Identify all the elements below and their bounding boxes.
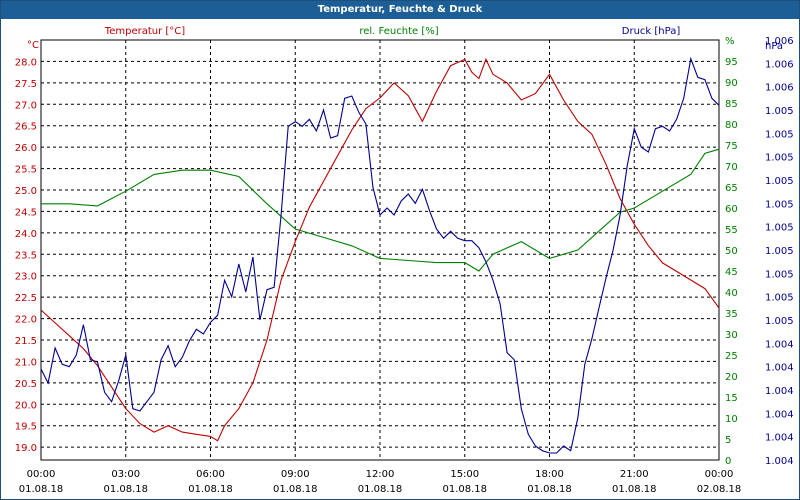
y-tick-humidity: %	[725, 36, 735, 47]
y-tick-pressure: 1.004	[765, 386, 794, 397]
x-tick-date: 01.08.18	[527, 484, 572, 495]
y-tick-humidity: 50	[725, 246, 738, 257]
y-tick-temperature: 23.5	[15, 250, 37, 261]
y-tick-pressure: 1.005	[765, 316, 794, 327]
y-tick-pressure: 1.006	[765, 59, 794, 70]
humidity-line	[41, 148, 720, 272]
y-tick-humidity: 30	[725, 330, 738, 341]
x-tick-date: 01.08.18	[442, 484, 487, 495]
y-tick-humidity: 5	[725, 435, 731, 446]
y-tick-humidity: 95	[725, 57, 738, 68]
y-tick-humidity: 70	[725, 162, 738, 173]
x-tick-time: 18:00	[535, 469, 564, 480]
y-tick-temperature: 26.0	[15, 143, 37, 154]
x-tick-date: 01.08.18	[612, 484, 657, 495]
x-tick-date: 01.08.18	[273, 484, 318, 495]
y-tick-temperature: 27.0	[15, 100, 37, 111]
x-tick-time: 21:00	[620, 469, 649, 480]
x-tick-date: 01.08.18	[358, 484, 403, 495]
y-tick-temperature: 20.0	[15, 400, 37, 411]
x-tick-time: 12:00	[366, 469, 395, 480]
x-tick-date: 02.08.18	[697, 484, 742, 495]
temperature-axis-title: Temperatur [°C]	[104, 26, 185, 37]
y-tick-temperature: 28.0	[15, 57, 37, 68]
y-tick-pressure: 1.006	[765, 83, 794, 94]
x-tick-time: 06:00	[196, 469, 225, 480]
y-tick-pressure: 1.005	[765, 246, 794, 257]
y-tick-temperature: 25.0	[15, 186, 37, 197]
y-tick-temperature: 21.0	[15, 357, 37, 368]
y-tick-pressure: 1.005	[765, 199, 794, 210]
y-tick-humidity: 40	[725, 288, 738, 299]
y-tick-pressure: 1.005	[765, 176, 794, 187]
x-tick-time: 03:00	[111, 469, 140, 480]
y-tick-humidity: 85	[725, 99, 738, 110]
y-tick-pressure: 1.005	[765, 153, 794, 164]
x-tick-time: 09:00	[281, 469, 310, 480]
y-tick-humidity: 55	[725, 225, 738, 236]
y-tick-pressure: 1.004	[765, 456, 794, 467]
temperature-line	[40, 57, 720, 442]
y-tick-humidity: 35	[725, 309, 738, 320]
x-tick-time: 00:00	[27, 469, 56, 480]
y-tick-temperature: 24.5	[15, 207, 37, 218]
y-tick-temperature: 25.5	[15, 165, 37, 176]
y-tick-temperature: 24.0	[15, 229, 37, 240]
x-tick-time: 15:00	[450, 469, 479, 480]
y-tick-pressure: 1.005	[765, 106, 794, 117]
y-tick-pressure: 1.005	[765, 129, 794, 140]
y-tick-temperature: 20.5	[15, 379, 37, 390]
y-tick-pressure: 1.004	[765, 409, 794, 420]
y-tick-humidity: 25	[725, 351, 738, 362]
y-tick-pressure: 1.005	[765, 269, 794, 280]
x-tick-time: 00:00	[705, 469, 734, 480]
y-tick-temperature: 22.0	[15, 315, 37, 326]
y-tick-humidity: 10	[725, 414, 738, 425]
y-tick-humidity: 45	[725, 267, 738, 278]
y-tick-pressure: 1.004	[765, 363, 794, 374]
y-tick-pressure: 1.004	[765, 339, 794, 350]
y-tick-temperature: 19.5	[15, 422, 37, 433]
y-tick-humidity: 65	[725, 183, 738, 194]
y-tick-pressure: 1.005	[765, 223, 794, 234]
y-tick-temperature: 19.0	[15, 443, 37, 454]
y-tick-humidity: 0	[725, 456, 731, 467]
y-tick-humidity: 90	[725, 78, 738, 89]
y-tick-humidity: 60	[725, 204, 738, 215]
y-tick-temperature: 26.5	[15, 122, 37, 133]
y-tick-pressure: 1.005	[765, 293, 794, 304]
humidity-axis-title: rel. Feuchte [%]	[359, 26, 438, 37]
window-title: Temperatur, Feuchte & Druck	[1, 1, 799, 19]
x-tick-date: 01.08.18	[19, 484, 64, 495]
y-tick-pressure: 1.004	[765, 433, 794, 444]
pressure-axis-title: Druck [hPa]	[622, 26, 681, 37]
y-tick-temperature: 23.0	[15, 272, 37, 283]
x-tick-date: 01.08.18	[103, 484, 148, 495]
x-tick-date: 01.08.18	[188, 484, 233, 495]
y-tick-humidity: 75	[725, 141, 738, 152]
y-tick-temperature: 22.5	[15, 293, 37, 304]
y-tick-humidity: 20	[725, 372, 738, 383]
y-unit-pressure: hPa	[765, 41, 783, 52]
pressure-line	[40, 56, 720, 454]
y-tick-pressure: 1.006	[765, 36, 794, 47]
y-unit-temperature: °C	[27, 40, 39, 51]
y-tick-humidity: 15	[725, 393, 738, 404]
y-tick-temperature: 21.5	[15, 336, 37, 347]
y-tick-humidity: 80	[725, 120, 738, 131]
y-tick-temperature: 27.5	[15, 79, 37, 90]
